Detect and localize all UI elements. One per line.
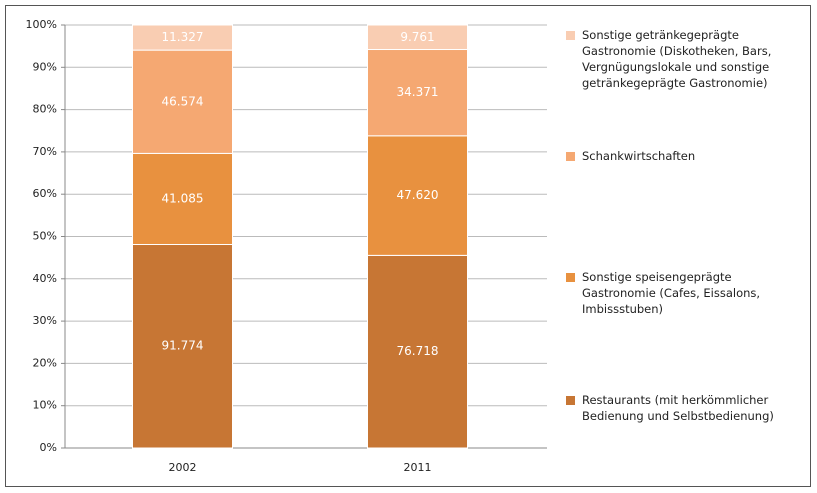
data-label: 47.620 bbox=[397, 188, 439, 202]
legend-swatch bbox=[566, 396, 575, 405]
bar-segment bbox=[367, 135, 468, 256]
y-tick-label: 10% bbox=[33, 399, 57, 412]
y-tick-label: 0% bbox=[40, 441, 57, 454]
bar-segment bbox=[367, 254, 468, 449]
legend-label: Restaurants (mit herkömmlicher Bedienung… bbox=[582, 393, 774, 423]
bar-segment bbox=[367, 49, 468, 137]
legend-swatch bbox=[566, 273, 575, 282]
legend-label: Schankwirtschaften bbox=[582, 149, 696, 163]
y-tick-label: 100% bbox=[26, 18, 57, 31]
y-tick-label: 30% bbox=[33, 314, 57, 327]
y-tick-label: 70% bbox=[33, 145, 57, 158]
y-tick-label: 20% bbox=[33, 356, 57, 369]
data-label: 34.371 bbox=[397, 85, 439, 99]
x-tick-label: 2011 bbox=[404, 461, 432, 474]
y-tick-label: 90% bbox=[33, 60, 57, 73]
data-label: 9.761 bbox=[400, 30, 434, 44]
legend-label: Sonstige speisengeprägte Gastronomie (Ca… bbox=[582, 270, 761, 316]
data-label: 46.574 bbox=[162, 94, 204, 108]
data-label: 11.327 bbox=[162, 30, 204, 44]
data-label: 91.774 bbox=[162, 339, 204, 353]
legend-label: Sonstige getränkegeprägte Gastronomie (D… bbox=[582, 28, 772, 90]
y-tick-label: 60% bbox=[33, 187, 57, 200]
bar-segment bbox=[132, 243, 233, 449]
data-label: 76.718 bbox=[397, 344, 439, 358]
y-tick-label: 40% bbox=[33, 272, 57, 285]
x-tick-label: 2002 bbox=[169, 461, 197, 474]
y-tick-label: 50% bbox=[33, 230, 57, 243]
bar-segment bbox=[132, 152, 233, 245]
legend-swatch bbox=[566, 152, 575, 161]
legend-swatch bbox=[566, 31, 575, 40]
bar-segment bbox=[132, 24, 233, 51]
data-label: 41.085 bbox=[162, 191, 204, 205]
y-tick-label: 80% bbox=[33, 103, 57, 116]
bar-segment bbox=[367, 24, 468, 51]
chart-border bbox=[5, 5, 811, 487]
